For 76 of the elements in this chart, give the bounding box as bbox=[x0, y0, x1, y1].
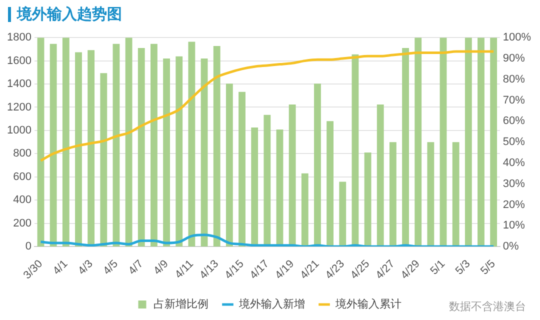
y-tick-label: 800 bbox=[13, 148, 32, 160]
x-tick-label: 4/13 bbox=[197, 258, 222, 282]
legend-label: 境外输入累计 bbox=[334, 298, 402, 311]
x-tick-label: 4/11 bbox=[172, 258, 196, 282]
y-tick-label: 400 bbox=[13, 194, 32, 206]
bar bbox=[200, 58, 208, 247]
y2-tick-label: 60% bbox=[502, 115, 526, 128]
bar bbox=[238, 92, 246, 247]
text: 数据不含港澳台 bbox=[449, 299, 526, 314]
y2-tick-label: 30% bbox=[502, 178, 526, 190]
bar bbox=[452, 142, 460, 247]
x-tick-label: 4/1 bbox=[50, 258, 70, 278]
x-tick-label: 5/5 bbox=[478, 258, 498, 278]
bar bbox=[364, 152, 372, 247]
y-tick-label: 1400 bbox=[6, 78, 32, 90]
bar bbox=[301, 173, 308, 247]
bar bbox=[464, 38, 472, 247]
y-tick-label: 1800 bbox=[6, 32, 32, 44]
y2-tick-label: 80% bbox=[502, 73, 526, 86]
bar bbox=[226, 84, 233, 247]
chart-title: 境外输入趋势图 bbox=[17, 4, 122, 24]
x-tick-label: 4/9 bbox=[152, 258, 171, 278]
y2-tick-label: 20% bbox=[502, 198, 526, 211]
legend-label: 境外输入新增 bbox=[238, 298, 305, 311]
y2-tick-label: 70% bbox=[502, 94, 526, 106]
x-tick-label: 4/27 bbox=[374, 258, 398, 282]
x-tick-label: 4/21 bbox=[298, 258, 322, 282]
bar bbox=[389, 142, 396, 247]
bar bbox=[62, 38, 70, 247]
bar bbox=[138, 48, 145, 247]
y-tick-label: 1000 bbox=[6, 124, 32, 136]
line-series bbox=[40, 234, 495, 247]
y-tick-label: 1200 bbox=[6, 101, 32, 114]
bar bbox=[163, 58, 170, 247]
x-tick-label: 4/5 bbox=[101, 258, 120, 278]
x-tick-label: 4/7 bbox=[126, 258, 146, 278]
y2-tick-label: 50% bbox=[502, 136, 526, 148]
y2-tick-label: 0% bbox=[502, 240, 519, 253]
y-tick-label: 1600 bbox=[6, 54, 32, 67]
bar bbox=[176, 56, 183, 247]
x-tick-label: 5/1 bbox=[428, 258, 448, 278]
x-tick-label: 4/3 bbox=[76, 258, 96, 278]
legend-label: 占新增比例 bbox=[153, 298, 208, 311]
bar bbox=[478, 38, 484, 247]
x-tick-label: 4/19 bbox=[272, 258, 297, 282]
x-tick-label: 4/29 bbox=[398, 258, 422, 282]
y-tick-label: 200 bbox=[13, 217, 32, 230]
bar bbox=[440, 38, 447, 247]
y2-tick-label: 10% bbox=[502, 220, 526, 232]
x-tick-label: 4/15 bbox=[222, 258, 246, 282]
bar bbox=[414, 38, 422, 247]
x-tick-label: 4/25 bbox=[348, 258, 372, 282]
bar bbox=[213, 46, 220, 247]
y2-tick-label: 90% bbox=[502, 52, 526, 65]
bar bbox=[100, 73, 108, 247]
bar bbox=[339, 182, 346, 247]
bar bbox=[37, 38, 44, 247]
bar bbox=[50, 44, 57, 247]
y-tick-label: 0 bbox=[25, 240, 32, 253]
bar bbox=[376, 104, 384, 247]
y2-tick-label: 100% bbox=[502, 32, 532, 44]
bar bbox=[75, 52, 82, 247]
y-tick-label: 600 bbox=[13, 170, 32, 183]
x-tick-label: 5/3 bbox=[453, 258, 473, 278]
x-tick-label: 4/17 bbox=[248, 258, 272, 282]
bar bbox=[112, 44, 120, 247]
line-series bbox=[40, 50, 495, 162]
x-tick-label: 4/23 bbox=[323, 258, 347, 282]
y2-tick-label: 40% bbox=[502, 156, 526, 169]
bar bbox=[326, 121, 334, 247]
bar bbox=[188, 42, 196, 247]
bar bbox=[427, 142, 434, 247]
bar bbox=[125, 38, 132, 247]
bar bbox=[150, 44, 158, 247]
x-tick-label: 3/30 bbox=[21, 258, 46, 282]
bar bbox=[490, 38, 498, 247]
